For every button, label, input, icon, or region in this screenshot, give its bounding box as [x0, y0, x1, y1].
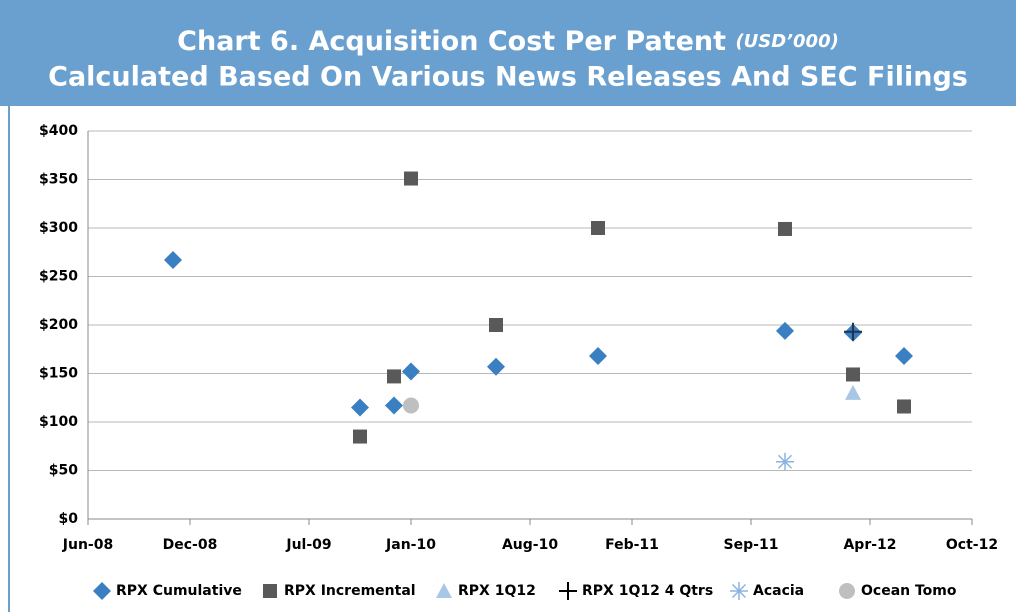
point [776, 452, 794, 471]
y-tick-label: $100 [39, 414, 78, 430]
y-tick-label: $50 [49, 463, 78, 479]
x-tick-label: Jun-08 [62, 537, 113, 553]
legend-label: Ocean Tomo [861, 583, 957, 599]
legend-item: RPX 1Q12 [436, 583, 536, 599]
point [487, 357, 505, 376]
point [778, 221, 792, 236]
point [404, 171, 418, 186]
legend-item: RPX 1Q12 4 Qtrs [559, 582, 713, 600]
legend-marker [263, 584, 277, 598]
x-tick-label: Aug-10 [502, 537, 558, 553]
title-banner [0, 0, 1016, 106]
point [895, 347, 913, 366]
x-tick-label: Dec-08 [163, 537, 218, 553]
point [845, 384, 861, 400]
point [589, 347, 607, 366]
legend-label: RPX Cumulative [116, 583, 242, 599]
chart-subtitle: Calculated Based On Various News Release… [48, 62, 968, 93]
point [351, 398, 369, 417]
x-tick-label: Sep-11 [724, 537, 779, 553]
point [164, 251, 182, 270]
legend-marker [839, 583, 855, 599]
legend-label: RPX 1Q12 [458, 583, 536, 599]
point [402, 362, 420, 381]
point [846, 367, 860, 382]
legend-item: RPX Cumulative [93, 582, 242, 600]
legend-marker [436, 583, 452, 598]
x-tick-label: Oct-12 [946, 537, 998, 553]
x-tick-label: Jan-10 [385, 537, 436, 553]
title-main: Chart 6. Acquisition Cost Per Patent [177, 26, 726, 57]
point [387, 369, 401, 384]
point [776, 321, 794, 340]
chart-title: Chart 6. Acquisition Cost Per Patent (US… [177, 26, 839, 57]
legend-item: Ocean Tomo [839, 583, 957, 599]
y-tick-label: $250 [39, 269, 78, 285]
x-tick-label: Feb-11 [605, 537, 659, 553]
x-tick-label: Apr-12 [843, 537, 896, 553]
y-tick-label: $300 [39, 220, 78, 236]
y-tick-label: $200 [39, 317, 78, 333]
legend-label: Acacia [753, 583, 804, 599]
legend-marker [730, 582, 748, 600]
y-tick-label: $0 [59, 511, 79, 527]
point [897, 399, 911, 414]
y-tick-label: $350 [39, 172, 78, 188]
point [385, 396, 403, 415]
y-tick-label: $150 [39, 366, 78, 382]
point [591, 221, 605, 235]
legend-item: Acacia [730, 582, 804, 600]
x-tick-label: Jul-09 [285, 537, 331, 553]
legend-item: RPX Incremental [263, 583, 416, 599]
point [403, 397, 419, 414]
y-tick-label: $400 [39, 123, 78, 139]
legend-marker [93, 582, 111, 600]
point [489, 318, 503, 332]
point [353, 429, 367, 444]
legend-label: RPX 1Q12 4 Qtrs [582, 583, 713, 599]
legend-marker [559, 582, 577, 600]
legend-label: RPX Incremental [284, 583, 416, 599]
point [844, 322, 862, 341]
title-unit: (USD’000) [735, 31, 838, 52]
